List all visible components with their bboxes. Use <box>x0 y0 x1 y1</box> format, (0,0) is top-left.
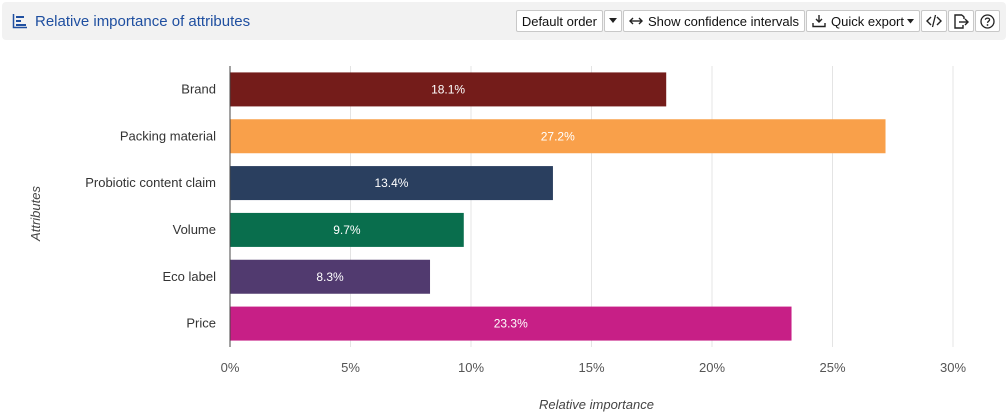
x-tick-label: 5% <box>341 360 360 375</box>
help-button[interactable] <box>975 10 1000 32</box>
confidence-intervals-button[interactable]: Show confidence intervals <box>622 10 806 32</box>
x-axis-ticks: 0% 5% 10% 15% 20% 25% 30% <box>221 360 967 375</box>
bar-chart-icon <box>12 13 28 29</box>
category-label: Volume <box>173 222 216 237</box>
bar-data-label: 18.1% <box>431 82 465 96</box>
order-dropdown-button[interactable]: Default order <box>515 10 603 32</box>
chart-toolbar: Default order Show confidence intervals <box>515 10 1000 32</box>
embed-code-button[interactable] <box>921 10 947 32</box>
export-label: Quick export <box>831 13 904 29</box>
bar-data-label: 9.7% <box>333 223 361 237</box>
chart-header: Relative importance of attributes Defaul… <box>2 2 1006 40</box>
bar[interactable] <box>230 306 792 341</box>
bars: 18.1% Brand 27.2% Packing material 13.4% Prob… <box>85 72 886 341</box>
order-caret-button[interactable] <box>603 10 622 32</box>
bar-data-label: 23.3% <box>494 317 528 331</box>
x-tick-label: 30% <box>940 360 966 375</box>
quick-export-button[interactable]: Quick export <box>806 10 920 32</box>
bar-chart: 18.1% Brand 27.2% Packing material 13.4% Prob… <box>28 66 967 412</box>
x-tick-label: 0% <box>221 360 240 375</box>
category-label: Brand <box>181 81 216 96</box>
category-label: Packing material <box>120 128 216 143</box>
category-label: Eco label <box>163 269 217 284</box>
export-icon <box>953 13 969 29</box>
bar[interactable] <box>230 166 553 201</box>
y-axis-title: Attributes <box>28 186 43 242</box>
x-tick-label: 20% <box>699 360 725 375</box>
category-label: Probiotic content claim <box>85 175 216 190</box>
code-icon <box>926 14 942 28</box>
chart-title-area: Relative importance of attributes <box>12 2 250 40</box>
chart-title: Relative importance of attributes <box>35 12 251 30</box>
category-label: Price <box>186 316 216 331</box>
x-tick-label: 10% <box>458 360 484 375</box>
help-icon <box>980 13 995 29</box>
bar[interactable] <box>230 259 431 294</box>
download-icon <box>812 14 826 28</box>
bar[interactable] <box>230 72 667 107</box>
x-axis-title: Relative importance <box>539 397 654 412</box>
x-tick-label: 25% <box>819 360 845 375</box>
x-tick-label: 15% <box>578 360 604 375</box>
bar[interactable] <box>230 119 886 154</box>
bar-data-label: 8.3% <box>316 270 344 284</box>
confidence-label: Show confidence intervals <box>647 13 800 29</box>
bar-data-label: 27.2% <box>541 129 575 143</box>
bar-data-label: 13.4% <box>374 176 408 190</box>
caret-down-icon <box>608 18 617 24</box>
order-label: Default order <box>521 13 597 29</box>
arrows-horizontal-icon <box>628 16 643 26</box>
grid-lines <box>350 66 954 347</box>
export-data-button[interactable] <box>948 10 974 32</box>
export-caret-icon <box>907 18 914 24</box>
bar[interactable] <box>230 212 464 247</box>
